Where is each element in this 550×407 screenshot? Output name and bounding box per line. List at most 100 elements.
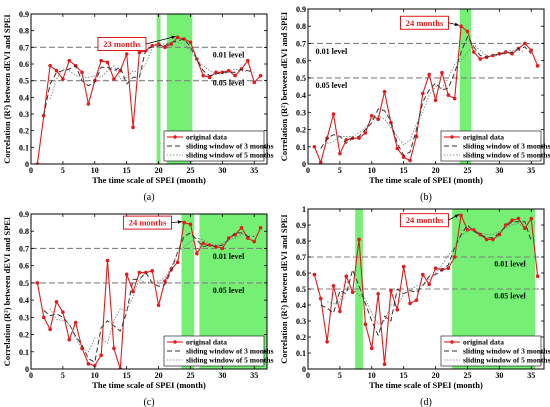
data-point	[61, 77, 65, 81]
data-point	[48, 63, 52, 68]
y-tick-label: 0.3	[296, 317, 306, 326]
x-tick-label: 15	[400, 166, 408, 175]
legend-marker	[450, 340, 454, 344]
data-point	[331, 112, 336, 116]
data-point	[35, 281, 40, 285]
level-label: 0.01 level	[213, 50, 245, 59]
data-point	[246, 58, 250, 63]
data-point	[137, 50, 142, 55]
y-tick-label: 0.4	[19, 93, 29, 102]
data-point	[54, 68, 59, 73]
data-point	[220, 246, 225, 251]
y-tick-label: 0.6	[19, 60, 29, 69]
y-tick-label: 0.6	[296, 57, 306, 66]
y-axis-title: Correlation (R²) between dEVI and SPEI	[2, 14, 12, 164]
data-point	[99, 353, 103, 358]
level-label: 0.05 level	[316, 81, 348, 90]
y-tick-label: 0.7	[19, 244, 29, 253]
y-tick-label: 0	[302, 160, 306, 169]
legend-label-3: sliding window of 5 months	[186, 356, 274, 365]
series-line-2	[320, 221, 532, 336]
annotation-arrowhead	[454, 214, 460, 218]
data-point	[246, 236, 250, 240]
data-point	[465, 29, 470, 34]
data-point	[312, 144, 317, 149]
data-point	[516, 216, 521, 221]
y-tick-label: 0.6	[19, 262, 29, 271]
level-label: 0.05 level	[213, 286, 245, 295]
x-tick-label: 20	[432, 371, 440, 380]
y-axis-title: Correlation (R²) between dEVI and SPEI	[2, 216, 12, 366]
x-tick-label: 20	[432, 166, 440, 175]
data-point	[80, 70, 84, 75]
y-tick-label: 1	[302, 205, 306, 214]
data-point	[169, 42, 174, 46]
data-point	[188, 40, 193, 45]
data-point	[175, 260, 180, 265]
legend-label-3: sliding window of 5 months	[186, 151, 274, 160]
data-point	[325, 340, 329, 344]
data-point	[357, 136, 361, 140]
plot-frame	[307, 8, 545, 165]
x-tick-label: 15	[123, 166, 131, 175]
data-point	[529, 216, 534, 221]
data-point	[376, 292, 380, 296]
chart-panel-1: 0.01 level 0.05 level 0 5 10 15 20 25 30 35 0 0.1 0.…	[2, 10, 274, 203]
data-point	[376, 117, 380, 122]
y-tick-label: 0.6	[296, 269, 306, 278]
x-tick-label: 0	[29, 166, 33, 175]
data-point	[459, 213, 463, 218]
y-tick-label: 0.7	[296, 39, 306, 48]
legend-marker	[173, 135, 177, 139]
legend-box	[440, 130, 542, 162]
y-tick-label: 0.9	[296, 5, 306, 14]
legend-box	[163, 130, 265, 162]
series-line-2	[43, 38, 255, 116]
data-point	[131, 289, 135, 294]
level-label: 0.01 level	[494, 260, 526, 269]
data-point	[156, 303, 161, 308]
plot-area	[308, 9, 544, 164]
data-point	[54, 300, 59, 304]
data-point	[395, 146, 400, 151]
data-point	[207, 75, 212, 80]
data-point	[363, 131, 368, 135]
data-point	[150, 269, 154, 273]
y-tick-label: 0.2	[19, 127, 29, 136]
panel-label: (a)	[143, 192, 154, 203]
data-point	[446, 266, 451, 271]
highlight-band	[156, 14, 161, 164]
data-point	[497, 51, 502, 56]
legend-label-1: original data	[463, 338, 504, 347]
series-line-3	[49, 234, 248, 353]
y-tick-label: 0.2	[296, 126, 306, 135]
x-tick-label: 15	[123, 371, 131, 380]
data-point	[395, 308, 400, 312]
x-tick-label: 25	[463, 166, 471, 175]
data-point	[188, 222, 193, 227]
data-point	[124, 272, 129, 277]
annotation-text: 24 months	[406, 215, 444, 225]
data-point	[369, 346, 374, 351]
data-point	[86, 362, 91, 366]
chart-panel-4: 0.01 level 0.05 level 0 5 10 15 20 25 30 35 0 0.1 0.…	[279, 205, 550, 407]
data-point	[312, 272, 317, 277]
data-point	[510, 218, 514, 222]
plot-frame	[30, 213, 268, 370]
y-tick-label: 0.2	[296, 333, 306, 342]
y-tick-label: 0.8	[19, 27, 29, 36]
data-point	[318, 296, 323, 301]
y-tick-label: 0.7	[19, 43, 29, 52]
x-tick-label: 20	[155, 371, 163, 380]
data-point	[350, 290, 355, 295]
y-tick-label: 0.7	[296, 253, 306, 262]
data-point	[459, 24, 463, 29]
data-point	[427, 282, 431, 287]
x-tick-label: 15	[400, 371, 408, 380]
data-point	[478, 57, 483, 61]
y-tick-label: 0.8	[296, 237, 306, 246]
plot-frame	[30, 13, 268, 165]
data-point	[175, 35, 180, 40]
data-point	[163, 45, 167, 50]
